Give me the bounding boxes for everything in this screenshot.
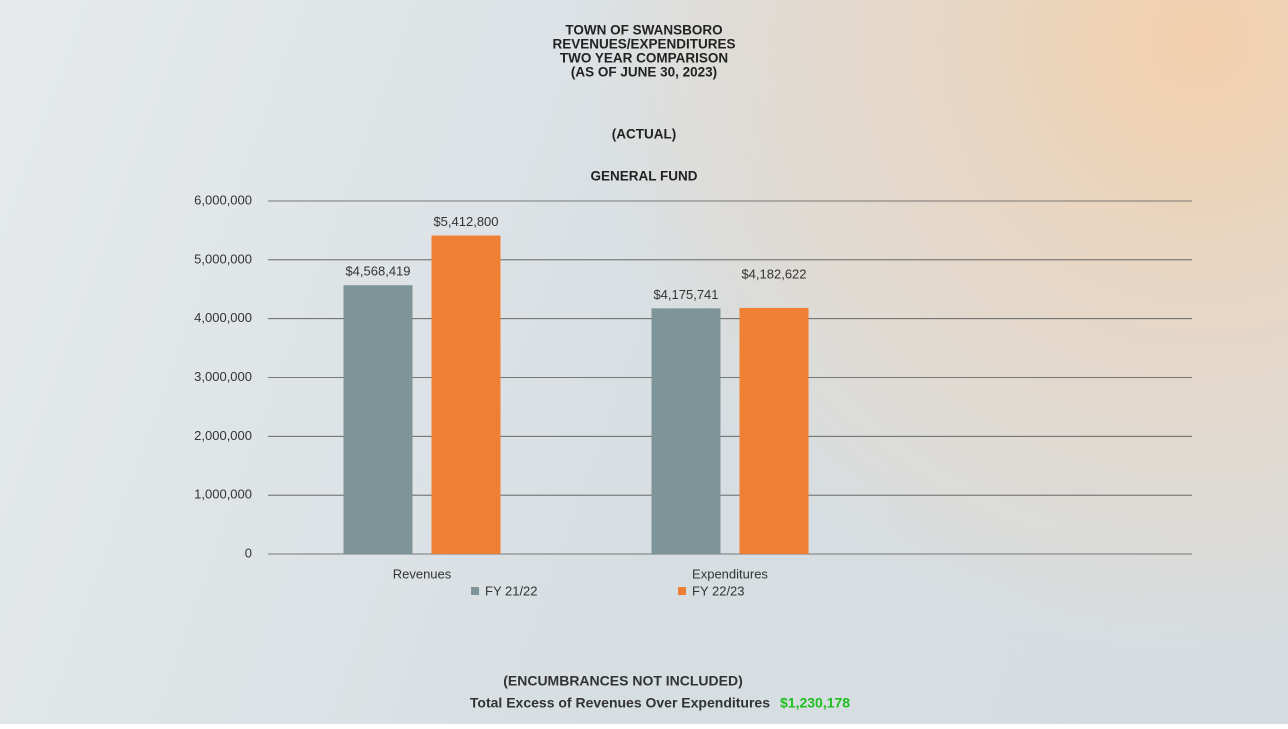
bar (343, 285, 413, 554)
bar (651, 308, 721, 554)
y-tick-label: 6,000,000 (194, 192, 252, 207)
note: (ENCUMBRANCES NOT INCLUDED) (503, 673, 743, 689)
data-label: $4,182,622 (741, 266, 806, 281)
legend-label: FY 21/22 (485, 583, 538, 598)
x-tick-label: Expenditures (692, 566, 768, 581)
bar (739, 307, 809, 554)
chart-subtitle: (ACTUAL) (612, 127, 676, 142)
footer-label: Total Excess of Revenues Over Expenditur… (470, 695, 770, 711)
footer-value: $1,230,178 (780, 695, 850, 711)
data-label: $4,175,741 (653, 287, 718, 302)
legend-swatch (471, 587, 479, 595)
bar (431, 235, 501, 554)
y-tick-label: 3,000,000 (194, 369, 252, 384)
data-label: $5,412,800 (433, 214, 498, 229)
chart-title: TWO YEAR COMPARISON (560, 51, 728, 66)
fund-title: GENERAL FUND (590, 169, 697, 184)
y-tick-label: 0 (245, 545, 252, 560)
chart-title: (AS OF JUNE 30, 2023) (571, 65, 717, 80)
chart-title: REVENUES/EXPENDITURES (552, 37, 735, 52)
y-tick-label: 4,000,000 (194, 310, 252, 325)
x-tick-label: Revenues (393, 566, 452, 581)
y-tick-label: 5,000,000 (194, 251, 252, 266)
y-tick-label: 2,000,000 (194, 428, 252, 443)
legend-swatch (678, 587, 686, 595)
data-label: $4,568,419 (345, 264, 410, 279)
legend-label: FY 22/23 (692, 583, 745, 598)
y-tick-label: 1,000,000 (194, 487, 252, 502)
chart-title: TOWN OF SWANSBORO (565, 23, 722, 38)
